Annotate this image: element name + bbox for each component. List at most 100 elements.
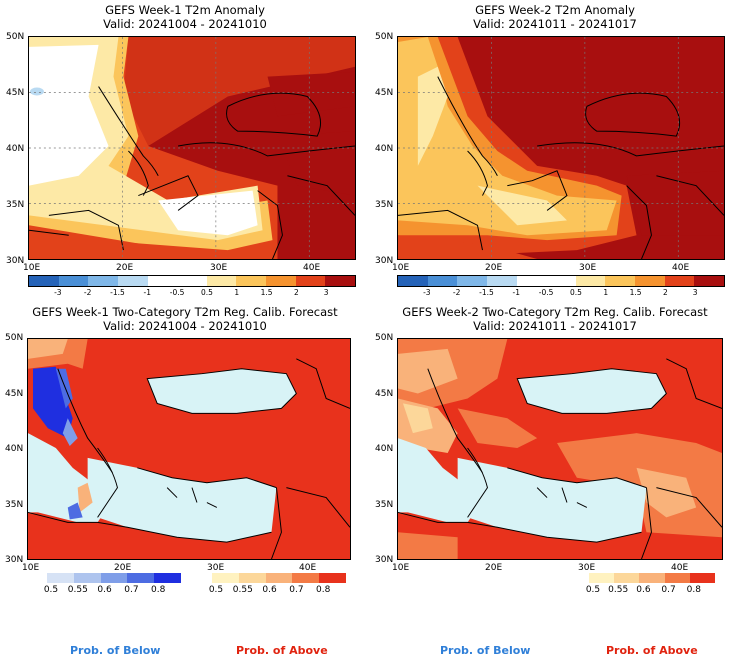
lon-tick: 40E (303, 263, 321, 273)
colorbar-tick: 1 (234, 288, 240, 297)
lon-tick: 20E (485, 563, 503, 573)
colorbar-tick: 0.8 (316, 585, 331, 595)
colorbar-swatch (266, 276, 296, 286)
lon-tick: 10E (392, 263, 410, 273)
colorbar-swatch (127, 573, 155, 583)
lon-tick: 30E (207, 563, 225, 573)
lat-tick: 45N (5, 389, 24, 399)
colorbar-swatch (486, 276, 517, 286)
colorbar-tick: -3 (54, 288, 62, 297)
colorbar-tick: 3 (692, 288, 698, 297)
prob-above-ticks: 0.5 0.55 0.6 0.7 0.8 (208, 585, 346, 596)
colorbar-tick: 2 (662, 288, 668, 297)
panel-valid: Valid: 20241011 - 20241017 (473, 17, 637, 31)
lon-tick: 10E (22, 563, 40, 573)
colorbar-tick: 0.6 (636, 585, 651, 595)
colorbar-swatch (58, 276, 89, 286)
colorbar-swatch (639, 573, 665, 583)
lon-tick: 20E (114, 563, 132, 573)
colorbar-swatch (635, 276, 665, 286)
colorbar-tick: -3 (423, 288, 431, 297)
colorbar-tick: 1.5 (629, 288, 642, 297)
anomaly-colorbar-ticks: -3 -2 -1.5 -1 -0.5 0.5 1 1.5 2 3 (28, 288, 356, 298)
panel-week1-anomaly: GEFS Week-1 T2m Anomaly Valid: 20241004 … (0, 0, 370, 300)
anomaly-colorbar (397, 275, 725, 287)
colorbar-swatch (212, 573, 239, 583)
prob-above-ticks: 0.5 0.55 0.6 0.7 0.8 (585, 585, 715, 596)
prob-above-label: Prob. of Above (236, 644, 328, 657)
colorbar-swatch (88, 276, 118, 286)
colorbar-swatch (265, 573, 293, 583)
colorbar-swatch (664, 573, 690, 583)
colorbar-tick: -2 (452, 288, 461, 297)
lon-tick: 40E (299, 563, 317, 573)
lat-tick: 35N (375, 200, 394, 210)
panel-title: GEFS Week-2 Two-Category T2m Reg. Calib.… (402, 305, 708, 319)
colorbar-swatch (605, 276, 636, 286)
colorbar-swatch (694, 276, 725, 286)
colorbar-swatch (238, 573, 266, 583)
prob-above-colorbar (212, 573, 346, 583)
colorbar-tick: -0.5 (538, 288, 554, 297)
lat-tick: 40N (5, 444, 24, 454)
panel-title: GEFS Week-1 Two-Category T2m Reg. Calib.… (32, 305, 338, 319)
lon-tick: 40E (671, 563, 689, 573)
lat-tick: 50N (6, 32, 25, 42)
colorbar-swatch (427, 276, 458, 286)
map-week1-probability (27, 338, 351, 560)
colorbar-tick: -1 (143, 288, 152, 297)
colorbar-tick: -0.5 (169, 288, 185, 297)
colorbar-tick: 0.8 (151, 585, 166, 595)
lat-tick: 35N (6, 200, 25, 210)
colorbar-tick: 0.7 (661, 585, 676, 595)
lat-tick: 30N (375, 256, 394, 266)
colorbar-swatch (236, 276, 267, 286)
panel-valid: Valid: 20241004 - 20241010 (103, 17, 267, 31)
lat-tick: 45N (375, 88, 394, 98)
lat-tick: 35N (375, 500, 394, 510)
colorbar-swatch (73, 573, 101, 583)
colorbar-swatch (100, 573, 128, 583)
colorbar-tick: 0.6 (97, 585, 112, 595)
colorbar-swatch (154, 573, 181, 583)
colorbar-swatch (457, 276, 487, 286)
lon-tick: 40E (672, 263, 690, 273)
prob-above-colorbar (589, 573, 716, 583)
panel-valid: Valid: 20241004 - 20241010 (103, 319, 267, 333)
colorbar-tick: 1.5 (260, 288, 273, 297)
panel-title: GEFS Week-2 T2m Anomaly (475, 3, 635, 17)
colorbar-swatch (325, 276, 356, 286)
colorbar-tick: 0.5 (43, 585, 59, 595)
lat-tick: 40N (6, 144, 25, 154)
map-week2-probability (397, 338, 723, 560)
colorbar-tick: 0.7 (289, 585, 304, 595)
colorbar-swatch (29, 276, 59, 286)
panel-title: GEFS Week-1 T2m Anomaly (105, 3, 265, 17)
colorbar-tick: 0.5 (208, 585, 224, 595)
anomaly-colorbar (28, 275, 356, 287)
panel-week1-probability: GEFS Week-1 Two-Category T2m Reg. Calib.… (0, 300, 370, 662)
colorbar-tick: 0.55 (67, 585, 88, 595)
colorbar-swatch (177, 276, 207, 286)
colorbar-swatch (47, 573, 74, 583)
colorbar-swatch (575, 276, 606, 286)
colorbar-tick: -1.5 (479, 288, 494, 297)
lat-tick: 50N (5, 333, 24, 343)
colorbar-swatch (589, 573, 615, 583)
colorbar-tick: 0.5 (585, 585, 601, 595)
lat-tick: 30N (375, 555, 394, 565)
lat-tick: 40N (375, 444, 394, 454)
lat-tick: 50N (375, 333, 394, 343)
lon-tick: 30E (579, 263, 597, 273)
colorbar-tick: 1 (603, 288, 609, 297)
colorbar-tick: 0.7 (124, 585, 139, 595)
lon-tick: 20E (116, 263, 134, 273)
colorbar-swatch (292, 573, 320, 583)
lon-tick: 30E (210, 263, 228, 273)
colorbar-tick: -1 (512, 288, 521, 297)
colorbar-swatch (295, 276, 326, 286)
colorbar-tick: 2 (293, 288, 299, 297)
lat-tick: 30N (5, 555, 24, 565)
colorbar-swatch (689, 573, 716, 583)
colorbar-swatch (398, 276, 428, 286)
